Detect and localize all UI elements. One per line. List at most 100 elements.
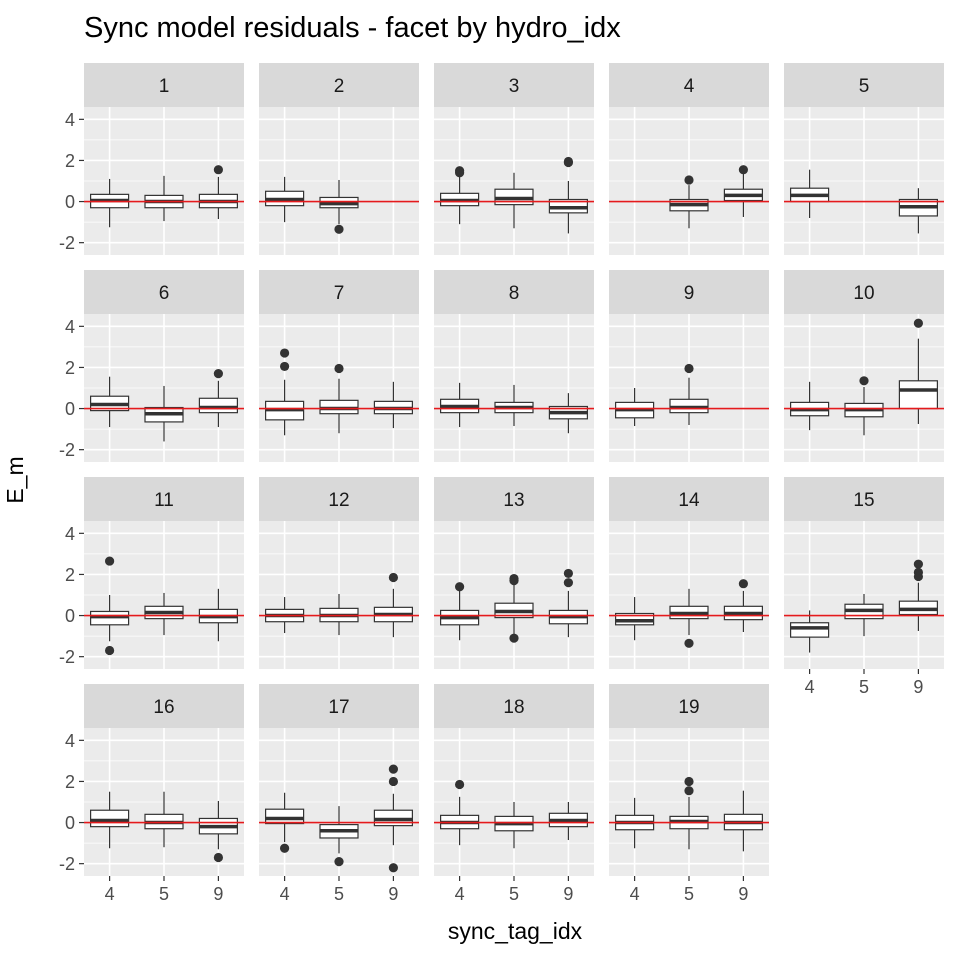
y-tick-label: 4 <box>65 110 75 130</box>
facet-label: 15 <box>853 490 874 511</box>
outlier-point <box>563 568 574 579</box>
outlier-point <box>738 579 749 589</box>
y-tick-label: 4 <box>65 317 75 337</box>
chart-title: Sync model residuals - facet by hydro_id… <box>84 12 621 44</box>
x-tick-label: 5 <box>859 677 869 697</box>
y-tick-label: -2 <box>59 647 75 667</box>
facet-strip <box>609 684 769 728</box>
outlier-point <box>388 863 398 873</box>
facet-strip <box>84 63 244 107</box>
facet-label: 19 <box>678 697 699 718</box>
outlier-point <box>509 633 519 643</box>
outlier-point <box>738 165 749 175</box>
facet-strip <box>609 270 769 314</box>
outlier-point <box>213 852 223 863</box>
box <box>789 622 830 638</box>
outlier-point <box>280 348 290 358</box>
outlier-point <box>563 156 574 167</box>
outlier-point <box>105 556 115 566</box>
facet-label: 7 <box>334 283 345 304</box>
facet-label: 5 <box>859 76 870 97</box>
facet-strip <box>259 63 419 107</box>
x-tick-label: 4 <box>805 677 815 697</box>
outlier-point <box>213 369 223 379</box>
outlier-point <box>455 582 465 592</box>
outlier-point <box>388 764 398 774</box>
box <box>89 809 130 828</box>
box <box>265 808 305 825</box>
facet-label: 2 <box>334 76 345 97</box>
x-tick-label: 4 <box>630 884 640 904</box>
facet-label: 8 <box>509 283 520 304</box>
facet-label: 3 <box>509 76 520 97</box>
facet-label: 6 <box>159 283 170 304</box>
y-tick-label: 2 <box>65 772 75 792</box>
facet-strip <box>84 477 244 521</box>
outlier-point <box>105 645 115 656</box>
facet-strip <box>259 684 419 728</box>
outlier-point <box>563 578 574 588</box>
outlier-point <box>280 843 290 853</box>
facet-label: 11 <box>154 490 174 511</box>
outlier-point <box>859 376 869 386</box>
facet-label: 12 <box>328 490 349 511</box>
facet-label: 9 <box>684 283 695 304</box>
y-tick-label: 4 <box>65 731 75 751</box>
facet-label: 10 <box>853 283 874 304</box>
facet-strip <box>784 63 944 107</box>
facet-label: 13 <box>503 490 524 511</box>
x-tick-label: 5 <box>509 884 519 904</box>
x-tick-label: 9 <box>738 884 748 904</box>
facet-strip <box>784 270 944 314</box>
outlier-point <box>213 165 223 175</box>
y-tick-label: 0 <box>65 606 75 626</box>
facet-strip <box>84 270 244 314</box>
x-tick-label: 5 <box>159 884 169 904</box>
y-tick-label: 2 <box>65 151 75 171</box>
facet-label: 16 <box>153 697 174 718</box>
y-tick-label: -2 <box>59 854 75 874</box>
y-tick-label: 0 <box>65 399 75 419</box>
outlier-point <box>455 168 465 178</box>
box <box>898 380 939 410</box>
x-tick-label: 4 <box>105 884 115 904</box>
y-tick-label: -2 <box>59 233 75 253</box>
outlier-point <box>334 224 344 234</box>
outlier-point <box>334 857 344 867</box>
x-tick-label: 4 <box>455 884 465 904</box>
y-tick-label: 0 <box>65 813 75 833</box>
outlier-point <box>509 576 519 586</box>
outlier-point <box>388 572 398 583</box>
facet-strip <box>609 63 769 107</box>
outlier-point <box>684 776 694 787</box>
outlier-point <box>388 776 398 787</box>
facet-strip <box>434 270 594 314</box>
y-tick-label: -2 <box>59 440 75 460</box>
x-tick-label: 5 <box>684 884 694 904</box>
outlier-point <box>913 559 924 569</box>
facet-strip <box>434 477 594 521</box>
outlier-point <box>684 786 694 796</box>
facet-label: 1 <box>159 76 170 97</box>
x-tick-label: 9 <box>213 884 223 904</box>
outlier-point <box>913 571 924 582</box>
facet-label: 4 <box>684 76 695 97</box>
y-tick-label: 2 <box>65 565 75 585</box>
facet-strip <box>259 270 419 314</box>
outlier-point <box>684 175 694 185</box>
x-tick-label: 4 <box>280 884 290 904</box>
x-tick-label: 9 <box>388 884 398 904</box>
y-tick-label: 0 <box>65 192 75 212</box>
x-tick-label: 5 <box>334 884 344 904</box>
box <box>198 397 238 414</box>
outlier-point <box>684 638 694 648</box>
facet-strip <box>609 477 769 521</box>
outlier-point <box>913 318 924 328</box>
outlier-point <box>684 363 694 374</box>
facet-label: 14 <box>678 490 700 511</box>
facet-strip <box>434 684 594 728</box>
x-axis-title: sync_tag_idx <box>447 918 583 944</box>
x-tick-label: 9 <box>563 884 573 904</box>
